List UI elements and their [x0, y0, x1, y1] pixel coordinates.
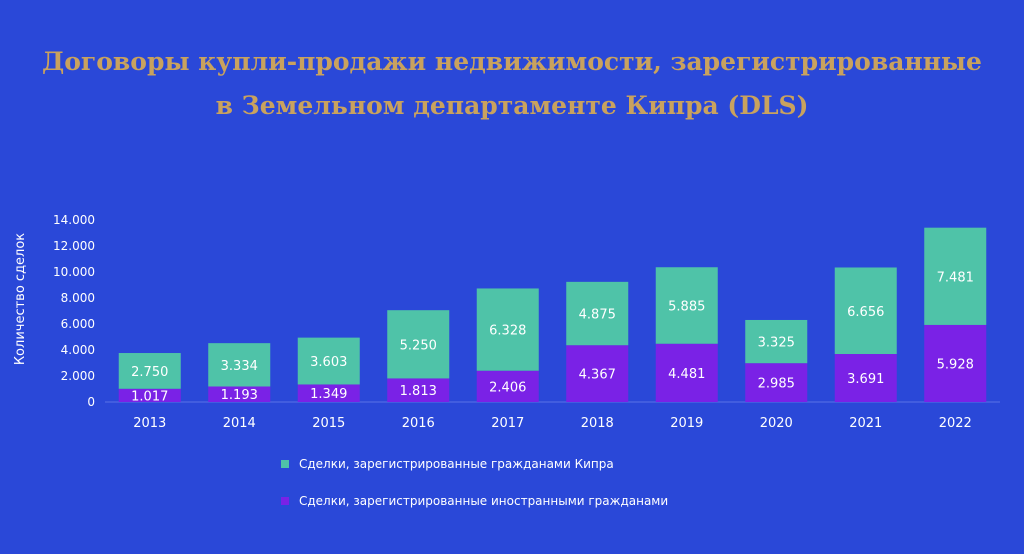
data-label-foreign: 1.017: [131, 389, 168, 404]
y-tick-label: 8.000: [61, 291, 95, 305]
bar-segment-foreign: [297, 384, 360, 402]
data-label-foreign: 2.985: [758, 377, 795, 392]
legend-label-foreign: Сделки, зарегистрированные иностранными …: [299, 494, 669, 508]
x-tick-label: 2013: [133, 416, 166, 431]
y-tick-label: 14.000: [53, 213, 95, 227]
chart-title-line-2: в Земельном департаменте Кипра (DLS): [215, 91, 809, 120]
data-label-cypriot: 3.334: [221, 359, 258, 374]
data-label-cypriot: 5.250: [400, 338, 437, 353]
data-label-cypriot: 3.603: [310, 355, 347, 370]
bar-segment-foreign: [924, 324, 987, 402]
data-label-foreign: 4.367: [579, 368, 616, 383]
data-label-cypriot: 2.750: [131, 365, 168, 380]
bar-segment-cypriot: [655, 267, 718, 344]
data-label-foreign: 1.193: [221, 388, 258, 403]
bar-segment-cypriot: [297, 337, 360, 385]
data-label-foreign: 4.481: [668, 367, 705, 382]
bar-segment-foreign: [387, 378, 450, 402]
data-label-foreign: 1.349: [310, 387, 347, 402]
x-tick-label: 2017: [491, 416, 524, 431]
data-label-cypriot: 6.328: [489, 324, 526, 339]
bar-segment-cypriot: [476, 288, 539, 371]
data-label-foreign: 2.406: [489, 380, 526, 395]
x-tick-label: 2014: [223, 416, 256, 431]
data-label-foreign: 3.691: [847, 372, 884, 387]
bar-segment-foreign: [834, 354, 897, 402]
chart-title: Договоры купли-продажи недвижимости, зар…: [0, 40, 1024, 128]
x-tick-label: 2018: [581, 416, 614, 431]
y-tick-label: 10.000: [53, 265, 95, 279]
bar-segment-cypriot: [208, 343, 271, 387]
x-tick-label: 2020: [760, 416, 793, 431]
legend-item-cypriot: Сделки, зарегистрированные гражданами Ки…: [281, 457, 614, 471]
data-label-foreign: 5.928: [937, 357, 974, 372]
legend-swatch-foreign: [281, 497, 289, 505]
bar-segment-foreign: [476, 370, 539, 402]
bar-segment-cypriot: [566, 281, 629, 346]
data-label-cypriot: 4.875: [579, 308, 616, 323]
data-label-cypriot: 7.481: [937, 270, 974, 285]
data-label-cypriot: 3.325: [758, 336, 795, 351]
data-label-cypriot: 6.656: [847, 305, 884, 320]
y-tick-label: 6.000: [61, 317, 95, 331]
bar-segment-cypriot: [387, 310, 450, 379]
x-tick-label: 2016: [402, 416, 435, 431]
bar-segment-foreign: [208, 386, 271, 402]
bar-segment-foreign: [118, 388, 181, 402]
x-tick-label: 2022: [939, 416, 972, 431]
data-label-cypriot: 5.885: [668, 299, 705, 314]
data-label-foreign: 1.813: [400, 384, 437, 399]
x-tick-label: 2019: [670, 416, 703, 431]
bar-segment-cypriot: [924, 227, 987, 325]
bar-segment-cypriot: [834, 267, 897, 355]
legend-label-cypriot: Сделки, зарегистрированные гражданами Ки…: [299, 457, 614, 471]
bar-segment-cypriot: [745, 319, 808, 364]
legend-item-foreign: Сделки, зарегистрированные иностранными …: [281, 494, 668, 508]
x-tick-label: 2021: [849, 416, 882, 431]
legend-swatch-cypriot: [281, 460, 289, 468]
y-tick-label: 4.000: [61, 343, 95, 357]
y-tick-label: 12.000: [53, 239, 95, 253]
y-tick-label: 0: [87, 395, 95, 409]
bar-segment-foreign: [745, 363, 808, 402]
bar-segment-foreign: [655, 343, 718, 402]
bar-segment-cypriot: [118, 353, 181, 389]
bar-segment-foreign: [566, 345, 629, 402]
y-axis-label: Количество сделок: [13, 233, 28, 365]
x-tick-label: 2015: [312, 416, 345, 431]
y-tick-label: 2.000: [61, 369, 95, 383]
chart-title-line-1: Договоры купли-продажи недвижимости, зар…: [42, 47, 982, 76]
